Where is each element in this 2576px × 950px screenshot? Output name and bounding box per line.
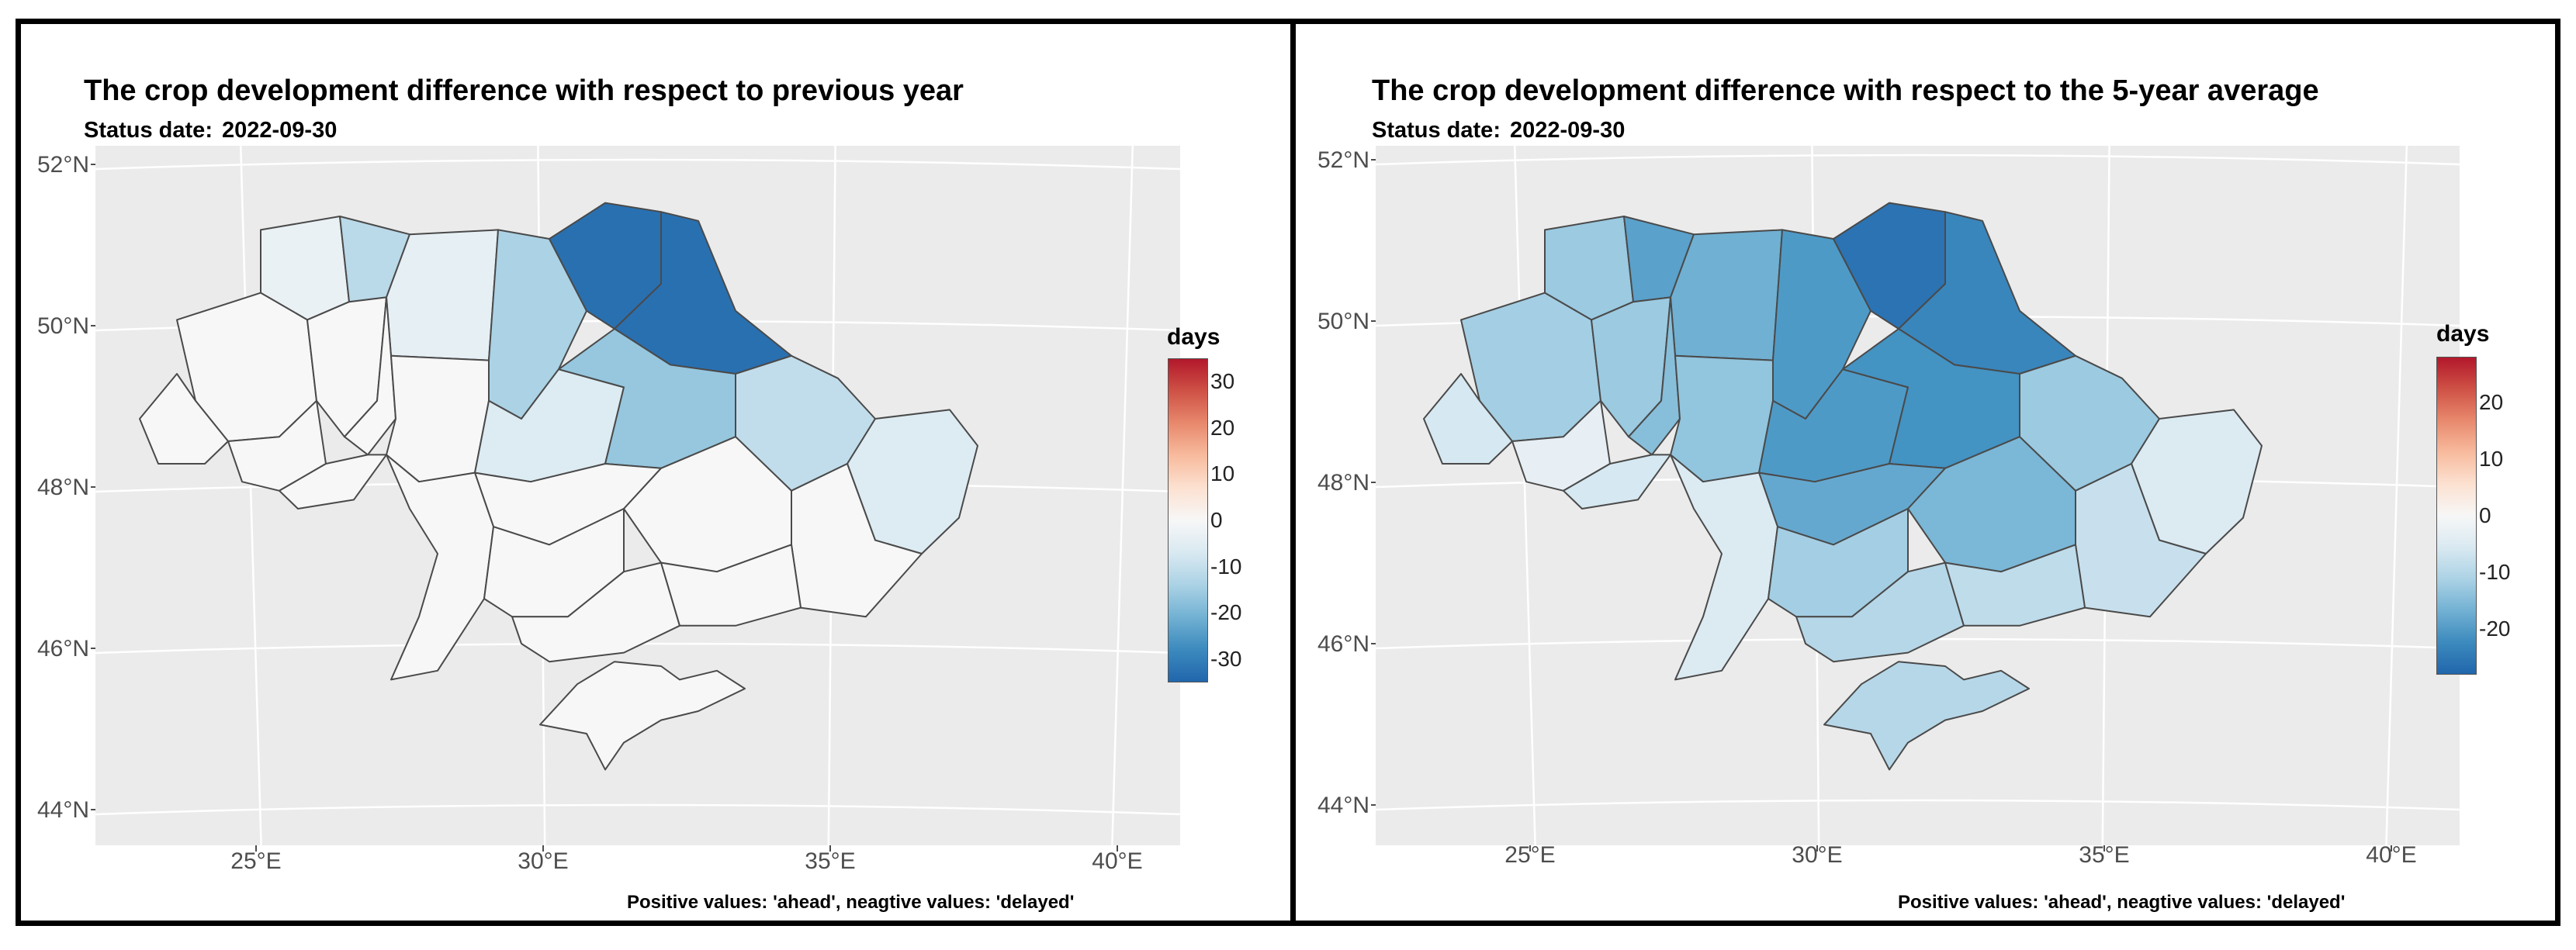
latitude-label: 46°N — [1317, 631, 1369, 657]
oblast-vinnytsia — [1670, 354, 1774, 483]
latitude-label: 44°N — [1317, 793, 1369, 818]
latitude-label: 52°N — [37, 152, 89, 178]
latitude-gridline — [95, 803, 1181, 816]
panel-5-year-average: The crop development difference with res… — [1288, 0, 2560, 950]
latitude-label: 48°N — [37, 475, 89, 500]
latitude-gridline — [1375, 154, 2460, 166]
legend-colorbar — [2436, 357, 2477, 675]
legend-tick-label: -30 — [1210, 647, 1242, 672]
oblast-layer — [139, 202, 978, 771]
status-label: Status date: — [84, 118, 213, 143]
legend-tick-label: 10 — [1210, 461, 1235, 486]
oblast-odesa — [386, 454, 494, 681]
oblast-layer — [1423, 202, 2263, 771]
figure-frame — [16, 19, 2560, 926]
latitude-label: 50°N — [37, 313, 89, 339]
latitude-label: 48°N — [1317, 470, 1369, 496]
panel-divider — [1290, 19, 1296, 926]
map-plot: 52°N 50°N 48°N 46°N 44°N 25°E 30°E 35°E 40°E — [37, 145, 1181, 874]
legend-tick-label: 20 — [1210, 415, 1235, 440]
longitude-gridline — [2385, 145, 2408, 846]
legend-tick-label: 0 — [2479, 503, 2491, 527]
legend-title: days — [2436, 321, 2490, 347]
panel-previous-year: The crop development difference with res… — [0, 0, 1272, 950]
oblast-odesa — [1670, 454, 1778, 681]
status-date: 2022-09-30 — [221, 118, 338, 143]
legend-tick-label: 10 — [2479, 446, 2504, 471]
caption: Positive values: 'ahead', neagtive value… — [627, 892, 1075, 913]
longitude-label: 35°E — [805, 848, 855, 874]
longitude-label: 40°E — [1092, 848, 1142, 874]
legend-colorbar — [1168, 358, 1208, 682]
longitude-gridline — [239, 145, 262, 846]
legend-tick-label: -20 — [1210, 600, 1242, 625]
legend-tick-label: -10 — [2479, 560, 2511, 585]
oblast-zaporizhzhia — [1944, 544, 2086, 627]
oblast-crimea — [539, 661, 746, 771]
map-plot: 52°N50°N48°N46°N44°N25°E 30°E 35°E 40°E — [1317, 145, 2460, 868]
latitude-gridline — [95, 158, 1181, 171]
status-date-line: Status date: 2022-09-30 — [84, 118, 337, 143]
legend-tick-label: -10 — [1210, 554, 1242, 579]
legend-title: days — [1167, 324, 1220, 350]
latitude-label: 52°N — [1317, 147, 1369, 173]
panel-title: The crop development difference with res… — [1372, 74, 2319, 107]
legend-tick-label: 0 — [1210, 508, 1223, 532]
longitude-gridline — [1111, 145, 1134, 846]
status-date: 2022-09-30 — [1509, 118, 1626, 143]
longitude-gridline — [1513, 145, 1536, 846]
latitude-label: 46°N — [37, 636, 89, 662]
caption: Positive values: 'ahead', neagtive value… — [1898, 892, 2346, 913]
status-date-line: Status date: 2022-09-30 — [1372, 118, 1625, 143]
latitude-label: 50°N — [1317, 309, 1369, 334]
latitude-gridline — [1375, 799, 2460, 811]
legend-tick-label: 30 — [1210, 368, 1235, 393]
longitude-label: 25°E — [230, 848, 281, 874]
oblast-crimea — [1823, 661, 2030, 771]
panel-title: The crop development difference with res… — [84, 74, 964, 107]
latitude-label: 44°N — [37, 797, 89, 823]
oblast-zaporizhzhia — [660, 544, 802, 627]
oblast-vinnytsia — [386, 354, 490, 483]
legend-tick-label: -20 — [2479, 617, 2511, 641]
legend-tick-label: 20 — [2479, 389, 2504, 414]
status-label: Status date: — [1372, 118, 1501, 143]
longitude-label: 30°E — [518, 848, 568, 874]
